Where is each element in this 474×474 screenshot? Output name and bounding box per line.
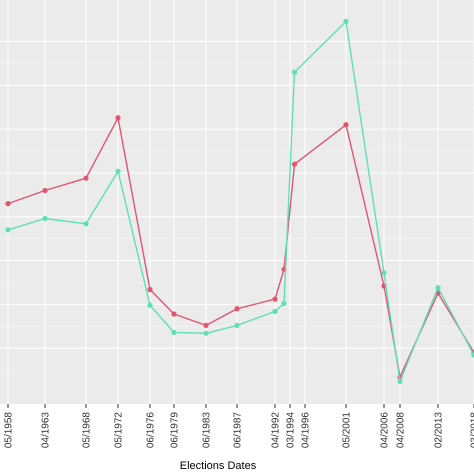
major-gridlines: [0, 0, 474, 404]
x-tick-label: 05/1972: [114, 412, 125, 449]
data-point: [272, 296, 278, 302]
data-point: [471, 352, 474, 358]
x-axis-tick-labels: 05/1958 04/1963 05/1968 05/1972 06/1976 06/19…: [4, 412, 474, 449]
data-point: [5, 201, 11, 207]
data-point: [272, 308, 278, 314]
data-point: [83, 175, 89, 181]
data-point: [281, 300, 287, 307]
data-point: [147, 286, 153, 293]
data-point: [435, 285, 441, 291]
x-tick-label: 04/1963: [41, 412, 52, 449]
data-point: [203, 322, 209, 329]
data-point: [291, 69, 298, 75]
data-point: [115, 168, 121, 174]
data-point: [5, 227, 11, 233]
x-axis-title: Elections Dates: [180, 460, 257, 472]
data-point: [234, 322, 240, 329]
x-tick-label: 05/1968: [82, 412, 93, 449]
series-layer: [5, 18, 474, 385]
x-tick-label: 06/1987: [233, 412, 244, 449]
data-point: [171, 311, 177, 317]
x-tick-label: 04/2006: [380, 412, 391, 449]
data-point: [234, 306, 240, 312]
data-point: [115, 115, 121, 121]
x-tick-label: 06/1983: [202, 412, 213, 449]
x-tick-label: 03/1994: [286, 412, 297, 449]
data-point: [397, 378, 403, 385]
x-axis-ticks: [7, 404, 474, 408]
x-tick-label: 03/2018: [470, 412, 474, 449]
data-point: [42, 187, 48, 194]
x-tick-label: 05/2001: [342, 412, 353, 449]
x-tick-label: 04/2008: [396, 412, 407, 449]
data-point: [83, 221, 89, 227]
x-tick-label: 06/1979: [170, 412, 181, 449]
data-point: [171, 329, 177, 336]
data-point: [343, 18, 349, 24]
data-point: [203, 330, 209, 336]
data-point: [291, 161, 298, 167]
data-point: [147, 302, 153, 308]
data-point: [381, 270, 387, 276]
series-line: [7, 20, 474, 383]
x-tick-label: 04/1992: [271, 412, 282, 449]
x-tick-label: 06/1976: [146, 412, 157, 449]
data-point: [42, 215, 48, 222]
series-2: [5, 18, 474, 385]
x-tick-label: 04/1996: [301, 412, 312, 449]
x-tick-label: 05/1958: [4, 412, 15, 449]
x-tick-label: 02/2013: [434, 412, 445, 449]
data-point: [343, 122, 349, 128]
